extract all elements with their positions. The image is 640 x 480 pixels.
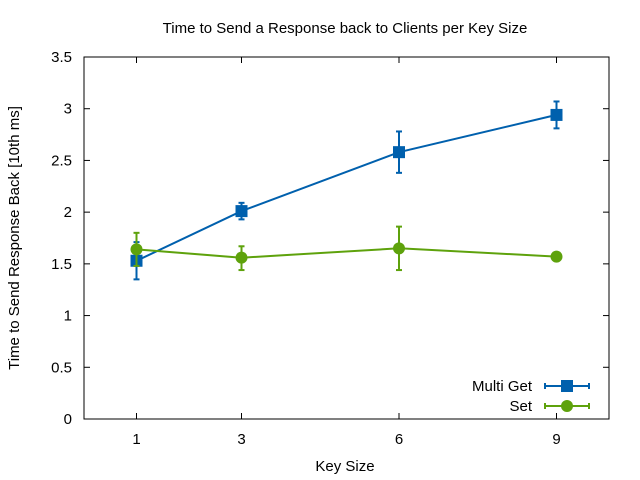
series-layer [130,100,563,281]
y-tick-label: 3 [64,101,72,118]
series-line [136,247,557,259]
data-point [393,146,405,159]
legend-marker [561,400,573,412]
x-tick-label: 6 [395,431,403,448]
x-axis-label: Key Size [315,458,374,475]
plot-area-border [83,56,610,420]
data-point [550,250,563,263]
data-point [235,251,248,264]
y-tick-label: 2 [64,204,72,221]
chart-title: Time to Send a Response back to Clients … [163,20,528,37]
data-point [130,243,143,256]
data-point [550,108,563,121]
y-tick-label: 3.5 [51,49,72,66]
x-tick-label: 1 [132,431,140,448]
y-axis-label: Time to Send Response Back [10th ms] [6,106,23,370]
legend-label: Set [509,398,532,415]
x-tick-label: 9 [552,431,560,448]
legend-marker [561,380,573,392]
data-point [235,205,248,218]
x-axis: 1 3 6 9 [132,57,561,448]
legend: Multi Get Set [472,378,590,415]
series-line [136,113,557,262]
y-tick-label: 0 [64,411,72,428]
y-tick-label: 1 [64,308,72,325]
y-tick-label: 1.5 [51,256,72,273]
y-tick-label: 2.5 [51,152,72,169]
y-tick-label: 0.5 [51,359,72,376]
series-set [130,225,563,272]
x-tick-label: 3 [237,431,245,448]
y-axis: 0 0.5 1 1.5 2 2.5 3 3.5 [51,49,609,428]
legend-label: Multi Get [472,378,533,395]
data-point [393,242,405,255]
